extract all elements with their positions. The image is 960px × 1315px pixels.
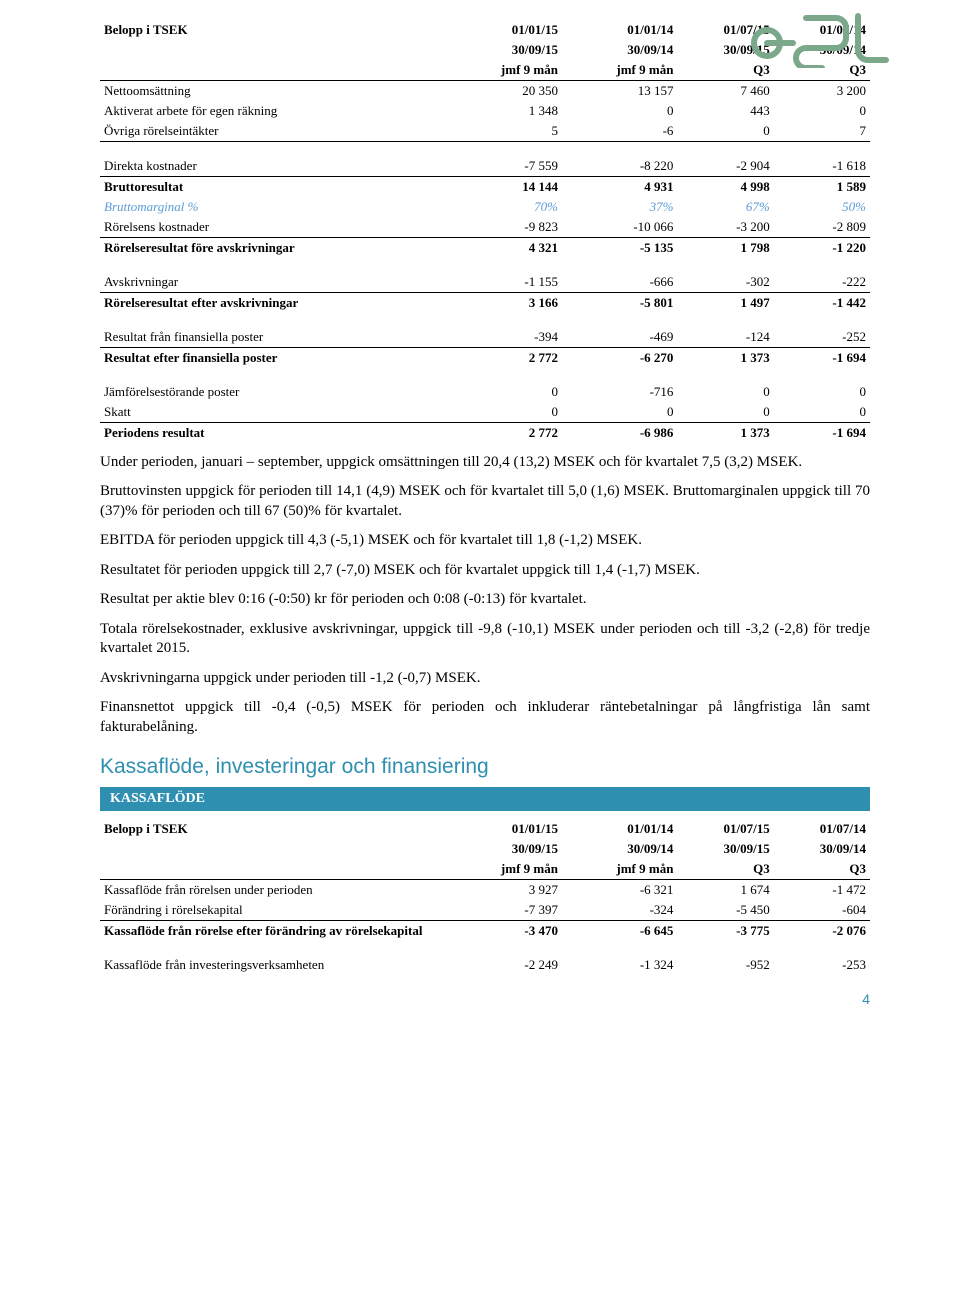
- table-row: Resultat efter finansiella poster2 772-6…: [100, 347, 870, 368]
- table-row: Bruttoresultat14 1444 9314 9981 589: [100, 176, 870, 197]
- body-paragraph: EBITDA för perioden uppgick till 4,3 (-5…: [100, 531, 870, 551]
- section-title-cashflow: Kassaflöde, investeringar och finansieri…: [100, 755, 870, 779]
- table-row: Skatt0000: [100, 402, 870, 423]
- page-number: 4: [862, 991, 870, 1007]
- table-row: Bruttomarginal %70%37%67%50%: [100, 197, 870, 217]
- body-paragraph: Totala rörelsekostnader, exklusive avskr…: [100, 620, 870, 659]
- table-row: Avskrivningar-1 155-666-302-222: [100, 272, 870, 293]
- company-logo: [750, 8, 890, 73]
- table-caption: Belopp i TSEK: [100, 20, 447, 40]
- table-row: Jämförelsestörande poster0-71600: [100, 382, 870, 402]
- table-row: Förändring i rörelsekapital-7 397-324-5 …: [100, 900, 870, 921]
- table-row: Rörelseresultat efter avskrivningar3 166…: [100, 292, 870, 313]
- body-paragraph: Bruttovinsten uppgick för perioden till …: [100, 482, 870, 521]
- table-row: Kassaflöde från rörelsen under perioden3…: [100, 880, 870, 901]
- table-row: Rörelsens kostnader-9 823-10 066-3 200-2…: [100, 217, 870, 238]
- body-paragraph: Avskrivningarna uppgick under perioden t…: [100, 669, 870, 689]
- body-paragraph: Resultat per aktie blev 0:16 (-0:50) kr …: [100, 590, 870, 610]
- table-row: Rörelseresultat före avskrivningar4 321-…: [100, 237, 870, 258]
- table-row: Övriga rörelseintäkter5-607: [100, 121, 870, 142]
- table-row: Periodens resultat2 772-6 9861 373-1 694: [100, 422, 870, 443]
- table-row: Kassaflöde från investeringsverksamheten…: [100, 955, 870, 975]
- body-paragraph: Finansnettot uppgick till -0,4 (-0,5) MS…: [100, 698, 870, 737]
- table-row: Direkta kostnader-7 559-8 220-2 904-1 61…: [100, 156, 870, 177]
- income-statement-table: Belopp i TSEK 01/01/15 01/01/14 01/07/15…: [100, 20, 870, 443]
- body-paragraph: Under perioden, januari – september, upp…: [100, 453, 870, 473]
- cashflow-table: Belopp i TSEK 01/01/15 01/01/14 01/07/15…: [100, 819, 870, 975]
- table-row: Aktiverat arbete för egen räkning1 34804…: [100, 101, 870, 121]
- table-row: Nettoomsättning20 35013 1577 4603 200: [100, 81, 870, 102]
- body-paragraph: Resultatet för perioden uppgick till 2,7…: [100, 561, 870, 581]
- subsection-bar-cashflow: KASSAFLÖDE: [100, 787, 870, 811]
- table-row: Kassaflöde från rörelse efter förändring…: [100, 921, 870, 942]
- table-row: Resultat från finansiella poster-394-469…: [100, 327, 870, 348]
